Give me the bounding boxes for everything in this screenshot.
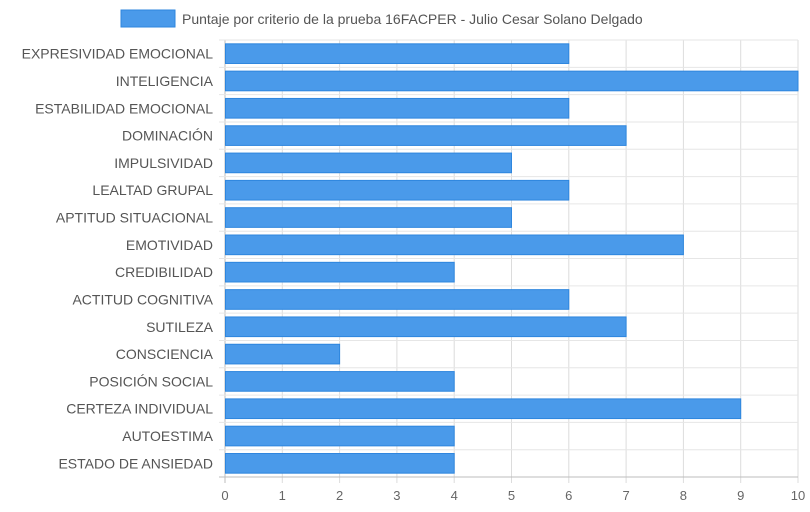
bar[interactable] <box>225 425 455 447</box>
bar[interactable] <box>225 70 799 92</box>
bar[interactable] <box>225 371 455 392</box>
x-tick-label: 2 <box>336 488 343 503</box>
legend-label: Puntaje por criterio de la prueba 16FACP… <box>182 11 643 27</box>
legend-swatch <box>120 9 176 28</box>
category-label: EMOTIVIDAD <box>126 237 213 253</box>
bar[interactable] <box>225 207 512 228</box>
bar[interactable] <box>225 398 742 420</box>
x-tick-label: 6 <box>565 488 572 503</box>
category-label: APTITUD SITUACIONAL <box>56 210 213 226</box>
category-label: SUTILEZA <box>146 319 214 335</box>
bar[interactable] <box>225 179 570 201</box>
category-label: AUTOESTIMA <box>122 428 213 444</box>
category-label: IMPULSIVIDAD <box>114 155 213 171</box>
category-label: CERTEZA INDIVIDUAL <box>66 401 213 417</box>
category-label: CREDIBILIDAD <box>115 264 213 280</box>
x-tick-label: 5 <box>508 488 515 503</box>
category-label: ESTADO DE ANSIEDAD <box>58 455 213 471</box>
bar[interactable] <box>225 316 627 338</box>
x-tick-label: 10 <box>791 488 805 503</box>
x-tick-label: 1 <box>279 488 286 503</box>
bar[interactable] <box>225 234 684 256</box>
category-label: INTELIGENCIA <box>116 73 214 89</box>
x-tick-label: 4 <box>451 488 458 503</box>
category-label: CONSCIENCIA <box>116 346 214 362</box>
bar[interactable] <box>225 289 570 310</box>
category-label: ACTITUD COGNITIVA <box>72 291 213 307</box>
chart-legend[interactable]: Puntaje por criterio de la prueba 16FACP… <box>120 9 643 28</box>
category-label: LEALTAD GRUPAL <box>92 182 213 198</box>
chart-bars <box>225 43 799 474</box>
category-axis: EXPRESIVIDAD EMOCIONAL INTELIGENCIA ESTABI… <box>22 46 214 472</box>
bar[interactable] <box>225 453 455 474</box>
bar[interactable] <box>225 125 627 146</box>
x-tick-label: 3 <box>393 488 400 503</box>
x-tick-label: 9 <box>737 488 744 503</box>
bar[interactable] <box>225 343 341 365</box>
x-tick-label: 0 <box>221 488 228 503</box>
category-label: POSICIÓN SOCIAL <box>89 373 213 389</box>
x-tick-label: 8 <box>680 488 687 503</box>
bar[interactable] <box>225 261 455 283</box>
bar[interactable] <box>225 43 570 64</box>
bar[interactable] <box>225 152 512 174</box>
category-label: DOMINACIÓN <box>122 128 213 144</box>
x-tick-label: 7 <box>622 488 629 503</box>
category-label: ESTABILIDAD EMOCIONAL <box>35 100 213 116</box>
category-label: EXPRESIVIDAD EMOCIONAL <box>22 46 214 62</box>
bar[interactable] <box>225 97 570 119</box>
value-axis: 0 1 2 3 4 5 6 7 8 9 10 <box>221 488 805 503</box>
